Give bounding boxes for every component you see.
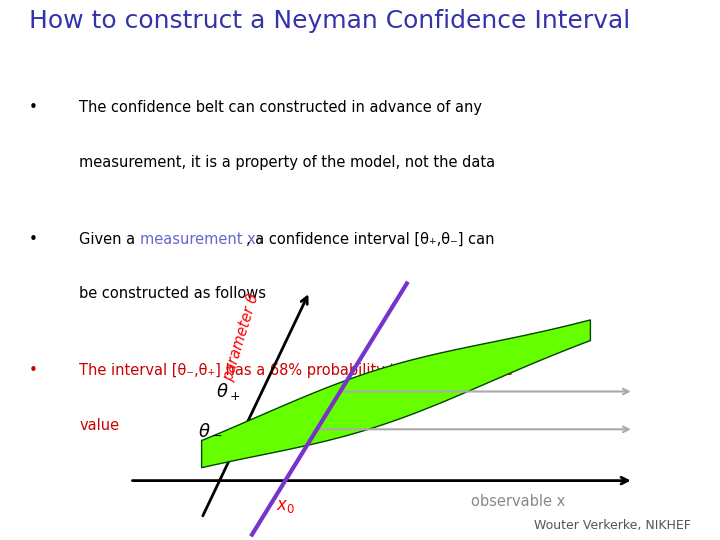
Text: measurement, it is a property of the model, not the data: measurement, it is a property of the mod… xyxy=(79,154,495,170)
Text: value: value xyxy=(79,418,120,433)
Text: •: • xyxy=(29,232,37,247)
Text: The confidence belt can constructed in advance of any: The confidence belt can constructed in a… xyxy=(79,100,482,115)
Text: Wouter Verkerke, NIKHEF: Wouter Verkerke, NIKHEF xyxy=(534,519,691,532)
Text: $x_0$: $x_0$ xyxy=(276,498,294,515)
Text: $\theta_-$: $\theta_-$ xyxy=(198,420,222,438)
Text: , a confidence interval [θ₊,θ₋] can: , a confidence interval [θ₊,θ₋] can xyxy=(246,232,494,247)
Text: •: • xyxy=(29,100,37,115)
Text: observable x: observable x xyxy=(472,494,565,509)
Text: $\theta_+$: $\theta_+$ xyxy=(216,381,240,402)
Text: measurement x₀: measurement x₀ xyxy=(140,232,261,247)
Text: •: • xyxy=(29,363,37,379)
Polygon shape xyxy=(202,320,590,468)
Text: parameter θ: parameter θ xyxy=(221,292,261,383)
Text: How to construct a Neyman Confidence Interval: How to construct a Neyman Confidence Int… xyxy=(29,9,630,32)
Text: be constructed as follows: be constructed as follows xyxy=(79,286,266,301)
Text: Given a: Given a xyxy=(79,232,140,247)
Text: The interval [θ₋,θ₊] has a 68% probability to cover the true: The interval [θ₋,θ₊] has a 68% probabili… xyxy=(79,363,513,379)
